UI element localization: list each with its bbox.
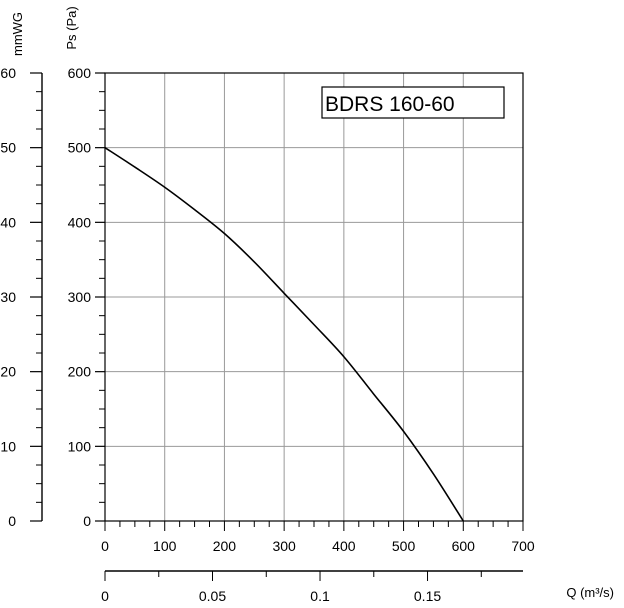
y-tick-label: 400	[68, 214, 92, 230]
x-tick-label: 400	[332, 538, 356, 554]
mmwg-tick-label: 60	[0, 65, 16, 81]
q-tick-label: 0.1	[310, 588, 330, 604]
y-tick-label: 300	[68, 289, 92, 305]
q-axis-label: Q (m³/s)	[566, 585, 614, 600]
x-tick-label: 200	[213, 538, 237, 554]
series-line	[104, 146, 464, 522]
tick-labels: 0 100 200 300 400 500 600 700 0 100 200 300 400 500 60…	[68, 65, 535, 554]
x-tick-label: 700	[511, 538, 535, 554]
q-tick-label: 0	[101, 588, 109, 604]
y-tick-label: 500	[68, 140, 92, 156]
mmwg-tick-label: 30	[0, 289, 16, 305]
y2-axis-label: mmWG	[10, 12, 25, 56]
chart-title: BDRS 160-60	[325, 93, 455, 116]
q-axis: 0 0.05 0.1 0.15	[101, 570, 523, 604]
x-tick-label: 500	[392, 538, 416, 554]
minor-ticks	[95, 72, 524, 531]
x-tick-label: 600	[452, 538, 476, 554]
mmwg-tick-label: 20	[0, 364, 16, 380]
mmwg-tick-label: 40	[0, 214, 16, 230]
x-tick-label: 0	[101, 538, 109, 554]
y-axis-label: Ps (Pa)	[64, 6, 79, 49]
x-tick-label: 100	[153, 538, 177, 554]
mmwg-tick-label: 50	[0, 140, 16, 156]
q-tick-label: 0.05	[199, 588, 226, 604]
mmwg-tick-label: 0	[8, 513, 16, 529]
y-tick-label: 0	[83, 513, 91, 529]
mmwg-axis: 0 10 20 30 40 50 60	[0, 65, 43, 529]
mmwg-tick-label: 10	[0, 438, 16, 454]
q-tick-label: 0.15	[414, 588, 441, 604]
y-tick-label: 600	[68, 65, 92, 81]
grid-lines	[104, 72, 524, 522]
y-tick-label: 100	[68, 438, 92, 454]
x-tick-label: 300	[272, 538, 296, 554]
chart-title-box: BDRS 160-60	[321, 86, 505, 119]
y-tick-label: 200	[68, 364, 92, 380]
